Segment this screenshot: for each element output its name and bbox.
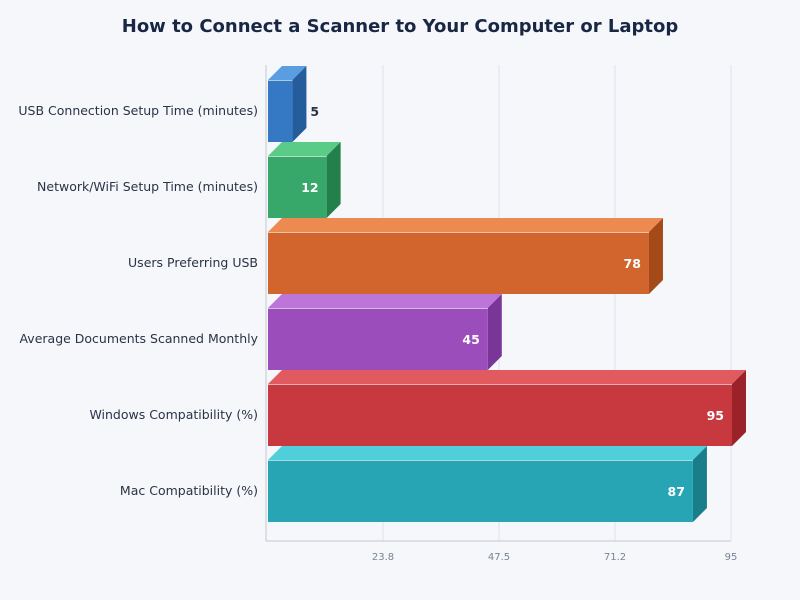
bar-1 (268, 66, 307, 142)
data-label: 45 (462, 332, 479, 347)
x-tick-label: 71.2 (604, 552, 626, 563)
category-label: Users Preferring USB (128, 255, 258, 270)
bar-side-face (648, 218, 663, 294)
x-tick-label: 47.5 (488, 552, 510, 563)
x-tick-label: 95 (725, 552, 738, 563)
bar (268, 156, 327, 218)
data-label: 5 (310, 104, 319, 119)
bar-side-face (692, 446, 707, 522)
bar (268, 232, 649, 294)
data-label: 95 (707, 408, 724, 423)
bar-4 (268, 294, 502, 370)
data-label: 12 (301, 180, 318, 195)
bar (268, 308, 488, 370)
bar-top-face (268, 142, 341, 156)
bar-top-face (268, 218, 663, 232)
bar-top-face (268, 446, 707, 460)
bar-top-face (268, 370, 746, 384)
bar (268, 80, 293, 142)
category-label: Average Documents Scanned Monthly (19, 331, 258, 346)
bar (268, 460, 693, 522)
category-label: Mac Compatibility (%) (120, 483, 258, 498)
data-label: 87 (668, 484, 685, 499)
data-label: 78 (624, 256, 641, 271)
bar-side-face (732, 370, 746, 446)
bar-side-face (487, 294, 502, 370)
bar-side-face (326, 142, 341, 218)
bar-3 (268, 218, 663, 294)
category-label: USB Connection Setup Time (minutes) (18, 103, 258, 118)
bar-top-face (268, 66, 307, 80)
x-tick-label: 23.8 (372, 552, 394, 563)
bar-6 (268, 446, 707, 522)
chart-title: How to Connect a Scanner to Your Compute… (121, 16, 679, 37)
category-label: Network/WiFi Setup Time (minutes) (37, 179, 258, 194)
bar-2 (268, 142, 341, 218)
bar-side-face (292, 66, 307, 142)
bar-top-face (268, 294, 502, 308)
bar-5 (268, 370, 746, 446)
category-label: Windows Compatibility (%) (89, 407, 258, 422)
bar (268, 384, 732, 446)
